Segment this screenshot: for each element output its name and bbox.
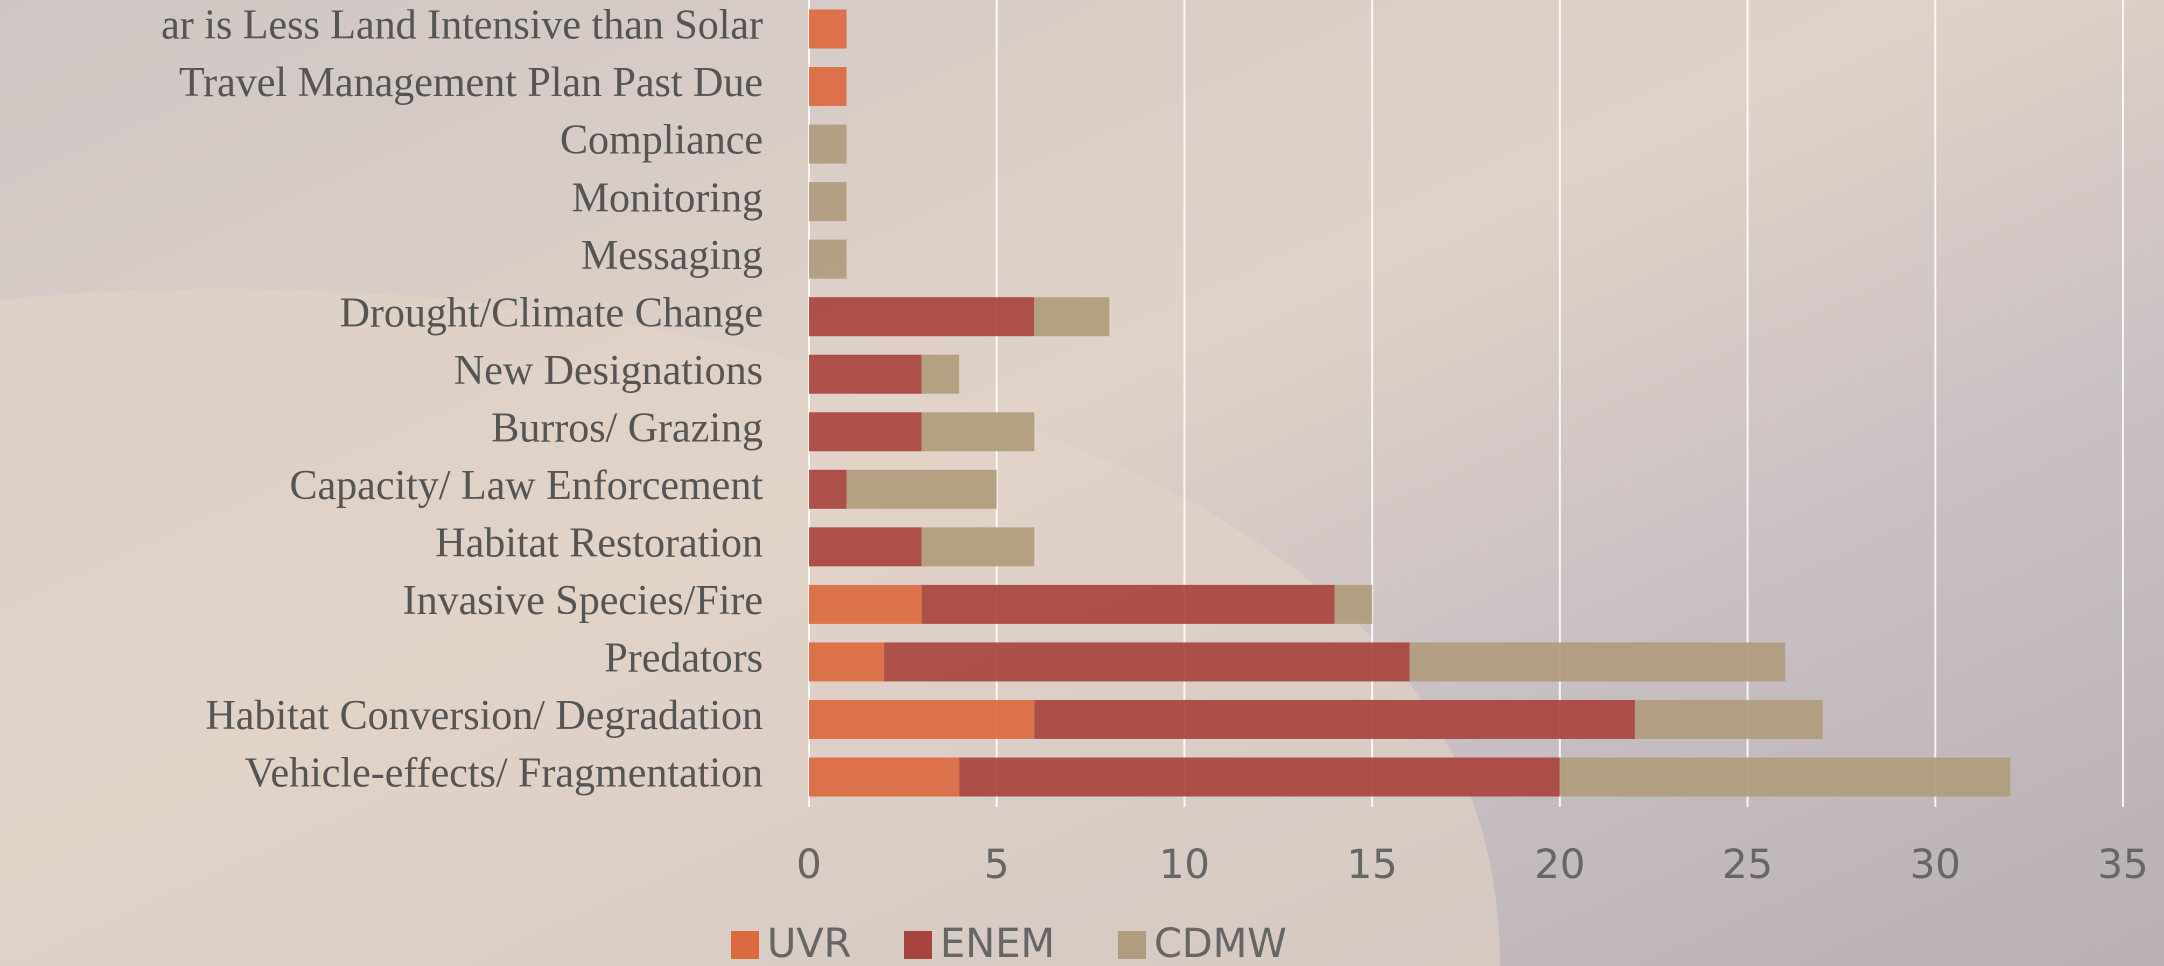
y-tick-label: Invasive Species/Fire bbox=[403, 578, 763, 624]
bar bbox=[1034, 700, 1635, 739]
bar bbox=[922, 355, 960, 394]
bar bbox=[1560, 758, 2011, 797]
bar bbox=[809, 10, 847, 49]
bar bbox=[809, 240, 847, 279]
bar bbox=[809, 642, 884, 681]
x-tick-label: 25 bbox=[1722, 842, 1773, 888]
y-tick-label: ar is Less Land Intensive than Solar bbox=[161, 3, 763, 49]
legend-swatch bbox=[1118, 931, 1146, 959]
y-tick-label: Predators bbox=[604, 636, 763, 682]
bar bbox=[922, 412, 1035, 451]
legend-label: ENEM bbox=[940, 921, 1055, 966]
bar bbox=[884, 642, 1410, 681]
bar bbox=[959, 758, 1560, 797]
bar bbox=[1335, 585, 1373, 624]
bar bbox=[922, 585, 1335, 624]
legend-label: UVR bbox=[767, 921, 851, 966]
bar bbox=[809, 67, 847, 106]
bar bbox=[809, 470, 847, 509]
bar bbox=[809, 758, 959, 797]
x-tick-label: 20 bbox=[1534, 842, 1585, 888]
legend-swatch bbox=[731, 931, 759, 959]
bar bbox=[809, 412, 922, 451]
y-tick-label: Drought/Climate Change bbox=[340, 290, 763, 336]
y-tick-label: New Designations bbox=[454, 348, 763, 394]
x-tick-label: 0 bbox=[796, 842, 821, 888]
x-tick-label: 15 bbox=[1347, 842, 1398, 888]
bar bbox=[1410, 642, 1785, 681]
x-tick-label: 35 bbox=[2098, 842, 2149, 888]
bar bbox=[809, 700, 1034, 739]
y-tick-label: Messaging bbox=[581, 233, 763, 279]
bar bbox=[809, 182, 847, 221]
chart: 0 5 10 15 20 25 30 35 ar is Less Land Intensive … bbox=[0, 0, 2164, 966]
y-tick-label: Travel Management Plan Past Due bbox=[179, 60, 763, 106]
legend-label: CDMW bbox=[1154, 921, 1287, 966]
bar bbox=[847, 470, 997, 509]
y-tick-label: Burros/ Grazing bbox=[491, 405, 763, 451]
y-tick-label: Habitat Restoration bbox=[435, 520, 763, 566]
y-tick-label: Monitoring bbox=[572, 175, 763, 221]
bar bbox=[809, 297, 1034, 336]
x-tick-label: 30 bbox=[1910, 842, 1961, 888]
y-tick-label: Vehicle-effects/ Fragmentation bbox=[245, 751, 763, 797]
y-tick-label: Capacity/ Law Enforcement bbox=[290, 463, 764, 509]
y-tick-label: Habitat Conversion/ Degradation bbox=[205, 693, 763, 739]
y-tick-label: Compliance bbox=[560, 118, 763, 164]
bar bbox=[922, 527, 1035, 566]
x-tick-label: 10 bbox=[1159, 842, 1210, 888]
bar bbox=[1635, 700, 1823, 739]
bar bbox=[809, 125, 847, 164]
legend-swatch bbox=[904, 931, 932, 959]
bar bbox=[1034, 297, 1109, 336]
bar bbox=[809, 355, 922, 394]
bar bbox=[809, 527, 922, 566]
x-tick-label: 5 bbox=[984, 842, 1009, 888]
bar bbox=[809, 585, 922, 624]
